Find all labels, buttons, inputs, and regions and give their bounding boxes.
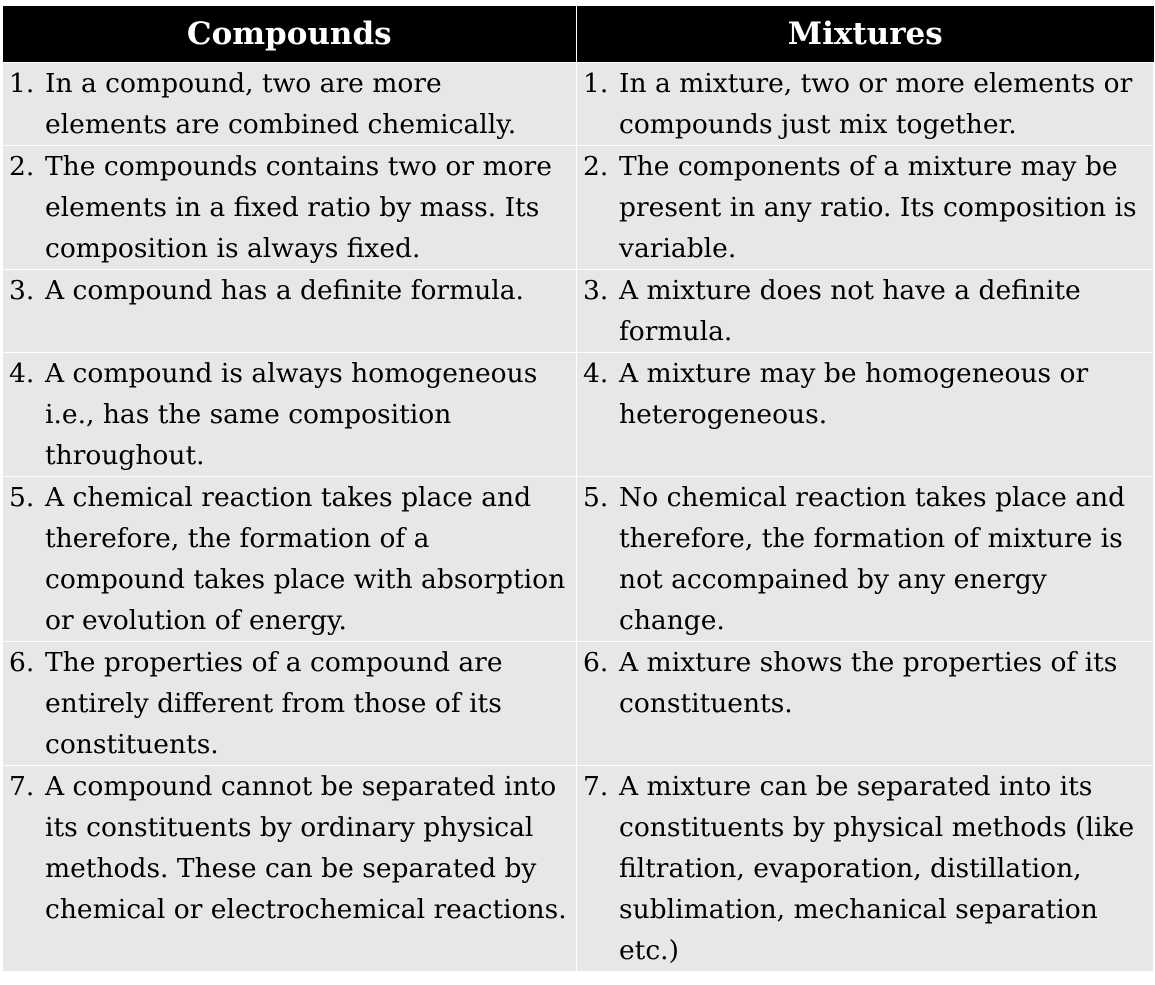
- table-row: 4. A compound is always homogeneous i.e.,…: [2, 352, 1154, 477]
- compound-cell: 4. A compound is always homogeneous i.e.,…: [2, 352, 577, 477]
- list-item: 3. A mixture does not have a definite for…: [583, 270, 1147, 352]
- item-text: The components of a mixture may be prese…: [619, 151, 1137, 264]
- item-number: 4.: [9, 358, 35, 389]
- compound-cell: 3. A compound has a definite formula.: [2, 269, 577, 353]
- mixture-cell: 7. A mixture can be separated into its co…: [576, 765, 1154, 972]
- table-row: 1. In a compound, two are more elements a…: [2, 62, 1154, 146]
- table-row: 5. A chemical reaction takes place and th…: [2, 476, 1154, 642]
- item-number: 5.: [9, 482, 35, 513]
- header-compounds: Compounds: [2, 6, 577, 63]
- list-item: 1. In a mixture, two or more elements or …: [583, 63, 1147, 145]
- mixture-cell: 1. In a mixture, two or more elements or …: [576, 62, 1154, 146]
- item-text: A chemical reaction takes place and ther…: [45, 482, 566, 636]
- item-text: A compound is always homogeneous i.e., h…: [45, 358, 538, 471]
- list-item: 7. A mixture can be separated into its co…: [583, 766, 1147, 971]
- item-number: 1.: [9, 68, 35, 99]
- item-number: 7.: [9, 771, 35, 802]
- item-number: 3.: [9, 275, 35, 306]
- list-item: 4. A mixture may be homogeneous or hetero…: [583, 353, 1147, 435]
- item-number: 7.: [583, 771, 609, 802]
- list-item: 3. A compound has a definite formula.: [9, 270, 570, 311]
- compound-cell: 1. In a compound, two are more elements a…: [2, 62, 577, 146]
- item-text: A mixture shows the properties of its co…: [619, 647, 1118, 719]
- compound-cell: 6. The properties of a compound are entir…: [2, 641, 577, 766]
- list-item: 4. A compound is always homogeneous i.e.,…: [9, 353, 570, 476]
- comparison-table: Compounds Mixtures 1. In a compound, two …: [2, 6, 1154, 972]
- header-mixtures: Mixtures: [576, 6, 1154, 63]
- list-item: 2. The components of a mixture may be pre…: [583, 146, 1147, 269]
- table-row: 7. A compound cannot be separated into it…: [2, 765, 1154, 972]
- mixture-cell: 3. A mixture does not have a definite for…: [576, 269, 1154, 353]
- mixture-cell: 6. A mixture shows the properties of its …: [576, 641, 1154, 766]
- item-text: The properties of a compound are entirel…: [45, 647, 503, 760]
- item-number: 2.: [583, 151, 609, 182]
- item-number: 5.: [583, 482, 609, 513]
- mixture-cell: 4. A mixture may be homogeneous or hetero…: [576, 352, 1154, 477]
- item-text: A mixture can be separated into its cons…: [619, 771, 1135, 966]
- item-number: 6.: [9, 647, 35, 678]
- list-item: 2. The compounds contains two or more ele…: [9, 146, 570, 269]
- item-text: In a compound, two are more elements are…: [45, 68, 517, 140]
- item-text: No chemical reaction takes place and the…: [619, 482, 1126, 636]
- item-number: 6.: [583, 647, 609, 678]
- list-item: 6. A mixture shows the properties of its …: [583, 642, 1147, 724]
- item-text: A mixture does not have a definite formu…: [619, 275, 1081, 347]
- item-text: The compounds contains two or more eleme…: [45, 151, 552, 264]
- header-row: Compounds Mixtures: [2, 6, 1154, 63]
- mixture-cell: 5. No chemical reaction takes place and t…: [576, 476, 1154, 642]
- table-row: 6. The properties of a compound are entir…: [2, 641, 1154, 766]
- mixture-cell: 2. The components of a mixture may be pre…: [576, 145, 1154, 270]
- item-number: 2.: [9, 151, 35, 182]
- list-item: 6. The properties of a compound are entir…: [9, 642, 570, 765]
- table-row: 2. The compounds contains two or more ele…: [2, 145, 1154, 270]
- compound-cell: 7. A compound cannot be separated into it…: [2, 765, 577, 972]
- table-body: 1. In a compound, two are more elements a…: [2, 62, 1154, 972]
- item-text: In a mixture, two or more elements or co…: [619, 68, 1133, 140]
- item-number: 3.: [583, 275, 609, 306]
- item-number: 4.: [583, 358, 609, 389]
- list-item: 5. No chemical reaction takes place and t…: [583, 477, 1147, 641]
- compound-cell: 2. The compounds contains two or more ele…: [2, 145, 577, 270]
- compound-cell: 5. A chemical reaction takes place and th…: [2, 476, 577, 642]
- item-text: A mixture may be homogeneous or heteroge…: [619, 358, 1089, 430]
- table-header: Compounds Mixtures: [2, 6, 1154, 63]
- item-text: A compound has a definite formula.: [45, 275, 524, 306]
- item-number: 1.: [583, 68, 609, 99]
- item-text: A compound cannot be separated into its …: [45, 771, 567, 925]
- list-item: 7. A compound cannot be separated into it…: [9, 766, 570, 930]
- list-item: 1. In a compound, two are more elements a…: [9, 63, 570, 145]
- table-row: 3. A compound has a definite formula. 3. A…: [2, 269, 1154, 353]
- list-item: 5. A chemical reaction takes place and th…: [9, 477, 570, 641]
